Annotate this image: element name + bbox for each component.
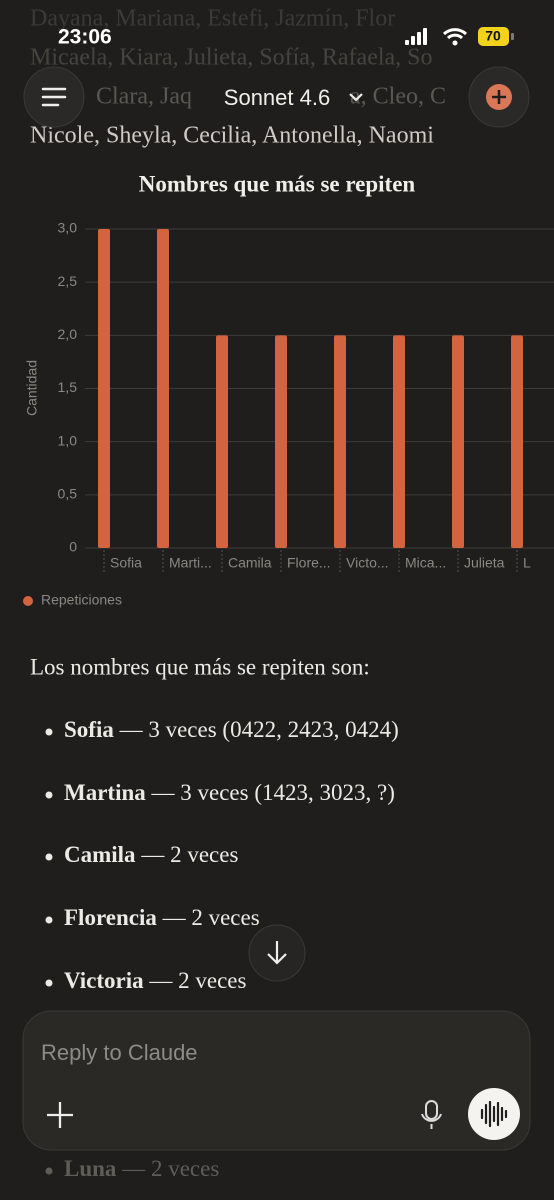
bullet: [45, 1167, 53, 1175]
bar: [216, 335, 228, 548]
item-name: Victoria: [64, 968, 144, 993]
bullet: [45, 791, 53, 799]
x-tick-label: Victo...: [346, 555, 389, 571]
faded-line: a, Cleo, C: [350, 84, 446, 110]
faded-line: Micaela, Kiara, Julieta, Sofía, Rafaela,…: [30, 45, 433, 71]
x-tick-label: Sofia: [110, 555, 142, 571]
chart-title: Nombres que más se repiten: [139, 171, 416, 196]
x-tick-label: Julieta: [464, 555, 505, 571]
mic-button[interactable]: [425, 1100, 438, 1120]
list-item: Victoria — 2 veces: [64, 968, 247, 993]
item-name: Martina: [64, 780, 146, 805]
legend-swatch: [23, 596, 33, 606]
arrow-down-icon: [267, 941, 287, 965]
list: Sofia — 3 veces (0422, 2423, 0424) Marti…: [45, 717, 399, 1181]
chart: Nombres que más se repiten Cantidad 0 0,5…: [23, 171, 554, 608]
wifi-icon: [442, 28, 468, 40]
y-tick-label: 2,0: [58, 326, 78, 342]
bullet: [45, 853, 53, 861]
battery-icon: [478, 27, 509, 46]
signal-icon: [405, 28, 427, 45]
item-name: Sofia: [64, 717, 114, 742]
waveform-icon: [480, 1100, 508, 1128]
bullet: [45, 728, 53, 736]
bar: [275, 335, 287, 548]
item-name: Luna: [64, 1156, 117, 1181]
x-tick-label: Flore...: [287, 555, 331, 571]
faded-line: Clara, Jaq: [96, 84, 192, 110]
item-detail: — 2 veces: [136, 842, 239, 867]
reply-input[interactable]: Reply to Claude: [41, 1040, 198, 1065]
y-tick-label: 1,5: [58, 379, 78, 395]
menu-icon: [41, 87, 67, 107]
list-item: Sofia — 3 veces (0422, 2423, 0424): [64, 717, 399, 742]
y-tick-label: 0: [69, 539, 77, 555]
bar: [511, 335, 523, 548]
wifi-dot: [452, 40, 458, 46]
battery-level: 70: [485, 28, 501, 44]
bar: [393, 335, 405, 548]
faded-line: Dayana, Mariana, Estefi, Jazmín, Flor: [30, 6, 395, 32]
y-tick-label: 1,0: [58, 432, 78, 448]
item-name: Camila: [64, 842, 136, 867]
item-detail: — 2 veces: [116, 1156, 219, 1181]
message: Los nombres que más se repiten son: Sofi…: [30, 654, 399, 1181]
bar: [98, 229, 110, 548]
clock: 23:06: [58, 26, 112, 49]
intro: Los nombres que más se repiten son:: [30, 654, 370, 679]
list-item: Camila — 2 veces: [64, 842, 238, 867]
battery-tip: [511, 33, 514, 40]
model-selector[interactable]: Sonnet 4.6: [224, 85, 330, 110]
item-detail: — 3 veces (1423, 3023, ?): [146, 780, 395, 805]
previous-text: Dayana, Mariana, Estefi, Jazmín, Flor Mi…: [30, 6, 446, 149]
list-item: Martina — 3 veces (1423, 3023, ?): [64, 780, 395, 805]
item-detail: — 2 veces: [144, 968, 247, 993]
mic-icon: [421, 1113, 442, 1129]
list-item: Florencia — 2 veces: [64, 905, 260, 930]
list-item: Luna — 2 veces: [64, 1156, 219, 1181]
bullet: [45, 979, 53, 987]
text-line: Nicole, Sheyla, Cecilia, Antonella, Naom…: [30, 123, 434, 149]
legend-label: Repeticiones: [41, 592, 122, 608]
bar: [452, 335, 464, 548]
item-detail: — 2 veces: [157, 905, 260, 930]
x-tick-label: Camila: [228, 555, 272, 571]
x-tick-label: Marti...: [169, 555, 212, 571]
item-name: Florencia: [64, 905, 157, 930]
bar: [334, 335, 346, 548]
bar: [157, 229, 169, 548]
x-tick-label: Mica...: [405, 555, 446, 571]
y-axis-label: Cantidad: [24, 360, 40, 416]
y-tick-label: 3,0: [58, 220, 78, 236]
bullet: [45, 916, 53, 924]
chevron: [349, 93, 363, 102]
y-tick-label: 2,5: [58, 273, 78, 289]
composer: [22, 1010, 531, 1151]
plus-icon: [492, 90, 506, 104]
item-detail: — 3 veces (0422, 2423, 0424): [114, 717, 399, 742]
y-tick-label: 0,5: [58, 486, 78, 502]
add-button[interactable]: [47, 1102, 73, 1128]
x-tick-label: L: [523, 555, 531, 571]
